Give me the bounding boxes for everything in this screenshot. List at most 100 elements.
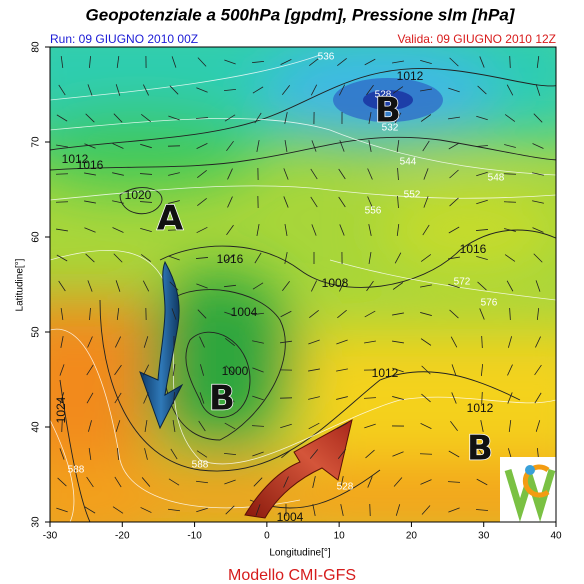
wind-vector	[86, 364, 94, 376]
wind-vector	[172, 420, 176, 432]
wind-vector	[506, 84, 514, 96]
wind-vector	[448, 283, 460, 289]
wind-vector	[140, 227, 152, 233]
pressure-center: A	[157, 199, 184, 239]
wind-vector	[60, 308, 64, 320]
geopotential-label: 536	[318, 52, 335, 63]
wind-vector	[422, 140, 430, 152]
wind-vector	[251, 425, 265, 427]
wind-vector	[392, 60, 404, 64]
wind-vector	[280, 58, 292, 66]
wind-vector	[252, 282, 264, 290]
wind-vector	[252, 340, 264, 344]
wind-vector	[507, 364, 513, 376]
cold-flow-arrow	[139, 260, 184, 430]
wind-vector	[392, 451, 404, 457]
wind-vector	[308, 339, 320, 345]
geopotential-label: 548	[488, 173, 505, 184]
geopotential-label: 544	[400, 157, 417, 168]
wind-vector	[479, 308, 485, 320]
wind-vector	[143, 84, 149, 96]
wind-vector	[84, 200, 96, 204]
wind-vector	[223, 88, 237, 92]
wind-vector	[87, 280, 93, 292]
wind-vector	[225, 365, 235, 375]
isobar-label: 1016	[460, 242, 487, 256]
wind-vector	[509, 55, 511, 69]
wind-vector	[504, 144, 516, 148]
wind-vector	[475, 229, 489, 231]
title: Geopotenziale a 500hPa [gpdm], Pressione…	[86, 5, 516, 24]
wind-vector	[168, 200, 180, 204]
wind-vector	[366, 280, 374, 292]
wind-vector	[197, 169, 207, 179]
wind-vector	[338, 196, 346, 208]
wind-vector	[113, 253, 123, 263]
pressure-center: B	[467, 429, 493, 469]
wind-vector	[195, 480, 209, 484]
wind-vector	[311, 224, 317, 236]
y-tick-label: 30	[31, 516, 42, 528]
wind-vector	[536, 55, 540, 69]
wind-vector	[396, 223, 400, 237]
wind-vector	[115, 84, 121, 96]
wind-vector	[283, 168, 289, 180]
wind-vector	[422, 224, 430, 236]
wind-vector	[280, 340, 292, 344]
wind-vector	[476, 171, 488, 177]
geopotential-label: 528	[337, 482, 354, 493]
wind-vector	[255, 504, 261, 516]
y-tick-label: 70	[31, 136, 42, 148]
wind-vector	[481, 391, 483, 405]
wind-vector	[196, 87, 208, 93]
wind-vector	[392, 282, 404, 290]
x-tick-label: 40	[550, 531, 562, 542]
isobar-label: 1012	[372, 366, 399, 380]
wind-vector	[420, 114, 432, 122]
wind-vector	[367, 196, 373, 208]
wind-vector	[112, 200, 124, 204]
wind-vector	[142, 280, 150, 292]
wind-vector	[167, 508, 181, 512]
x-tick-label: -10	[187, 531, 202, 542]
wind-vector	[392, 367, 404, 373]
wind-vector	[420, 338, 432, 346]
isobar-label: 1016	[77, 158, 104, 172]
wind-vector	[224, 422, 236, 430]
y-axis-label: Latitudine[°]	[15, 258, 26, 311]
wind-vector	[170, 448, 178, 460]
geopotential-label: 556	[365, 206, 382, 217]
wind-vector	[450, 420, 458, 432]
wind-vector	[140, 143, 152, 149]
wind-vector	[254, 112, 262, 124]
wind-vector	[89, 55, 91, 69]
wind-vector	[364, 310, 376, 318]
isobar-label: 1004	[277, 510, 304, 524]
wind-vector	[114, 336, 122, 348]
wind-vector	[535, 84, 541, 96]
wind-vector	[84, 143, 96, 149]
wind-vector	[336, 396, 348, 400]
wind-vector	[252, 451, 264, 457]
wind-vector	[251, 312, 265, 316]
wind-vector	[196, 283, 208, 289]
wind-vector	[196, 450, 208, 458]
wind-vector	[337, 309, 347, 319]
isobar-label: 1004	[231, 305, 258, 319]
wind-vector	[448, 142, 460, 150]
wind-vector	[338, 168, 346, 180]
wind-vector	[420, 479, 432, 485]
y-tick-label: 80	[31, 41, 42, 53]
run-date: Run: 09 GIUGNO 2010 00Z	[50, 32, 198, 46]
wind-vector	[423, 168, 429, 180]
y-tick-label: 40	[31, 421, 42, 433]
wind-vector	[449, 57, 459, 67]
wind-vector	[420, 312, 432, 316]
wind-vector	[282, 280, 290, 292]
wind-vector	[480, 363, 484, 377]
wind-vector	[284, 140, 288, 152]
wind-vector	[224, 114, 236, 122]
wind-vector	[368, 112, 372, 124]
pressure-center: B	[375, 91, 401, 131]
wind-vector	[196, 507, 208, 513]
